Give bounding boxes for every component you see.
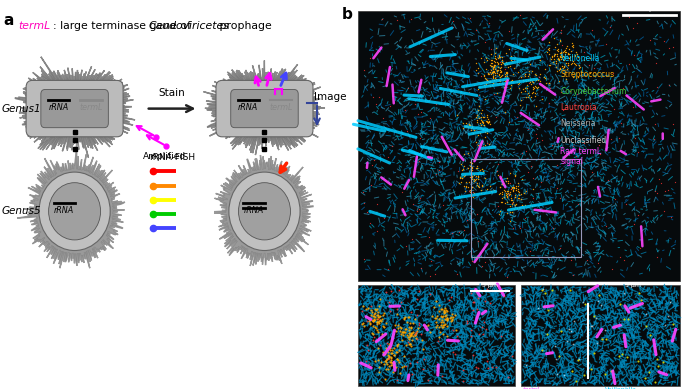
Text: termL: termL (18, 21, 51, 31)
Text: rRNA: rRNA (238, 103, 258, 112)
Text: co-localized with: co-localized with (543, 387, 599, 389)
Polygon shape (17, 139, 125, 268)
Text: termL: termL (523, 387, 541, 389)
Text: Genus1: Genus1 (1, 103, 41, 114)
Text: Neisseria: Neisseria (560, 119, 596, 128)
FancyBboxPatch shape (231, 89, 298, 128)
Text: Raw termL
signal: Raw termL signal (560, 147, 601, 166)
Text: Veillonella: Veillonella (560, 54, 600, 63)
Text: prophage: prophage (216, 21, 272, 31)
Circle shape (238, 183, 290, 240)
Text: rRNA: rRNA (49, 103, 68, 112)
Text: 5 μm: 5 μm (625, 283, 641, 288)
FancyBboxPatch shape (216, 81, 313, 137)
Bar (471, 159, 581, 257)
Bar (521, 285, 680, 386)
Polygon shape (15, 57, 135, 158)
Text: Veillonella: Veillonella (605, 387, 637, 389)
Circle shape (229, 172, 300, 251)
Text: 25 μm: 25 μm (637, 3, 662, 12)
Text: Image: Image (314, 93, 346, 102)
Text: rRNA: rRNA (243, 206, 264, 215)
Circle shape (39, 172, 110, 251)
Text: : large terminase gene of: : large terminase gene of (53, 21, 194, 31)
FancyBboxPatch shape (41, 89, 108, 128)
Text: Unclassified: Unclassified (560, 135, 607, 145)
Bar (358, 285, 516, 386)
Text: Caudoviricetes: Caudoviricetes (149, 21, 229, 31)
Text: termL: termL (270, 103, 293, 112)
Text: termL: termL (79, 103, 103, 112)
Text: b: b (342, 7, 353, 22)
Text: Stain: Stain (158, 88, 185, 98)
Bar (358, 11, 680, 281)
Text: a: a (3, 13, 14, 28)
Text: Genus5: Genus5 (1, 206, 41, 216)
Text: Amplified: Amplified (143, 152, 186, 161)
Polygon shape (203, 60, 325, 155)
Text: Corynebacterium: Corynebacterium (560, 86, 627, 96)
Text: 5 μm: 5 μm (482, 283, 497, 288)
Circle shape (49, 183, 101, 240)
Text: Lautropia: Lautropia (560, 103, 597, 112)
Text: Streptococcus: Streptococcus (560, 70, 614, 79)
FancyBboxPatch shape (26, 81, 123, 137)
Text: rRNA: rRNA (53, 206, 74, 215)
Polygon shape (214, 155, 313, 266)
Text: rRNA-FISH: rRNA-FISH (149, 152, 195, 162)
